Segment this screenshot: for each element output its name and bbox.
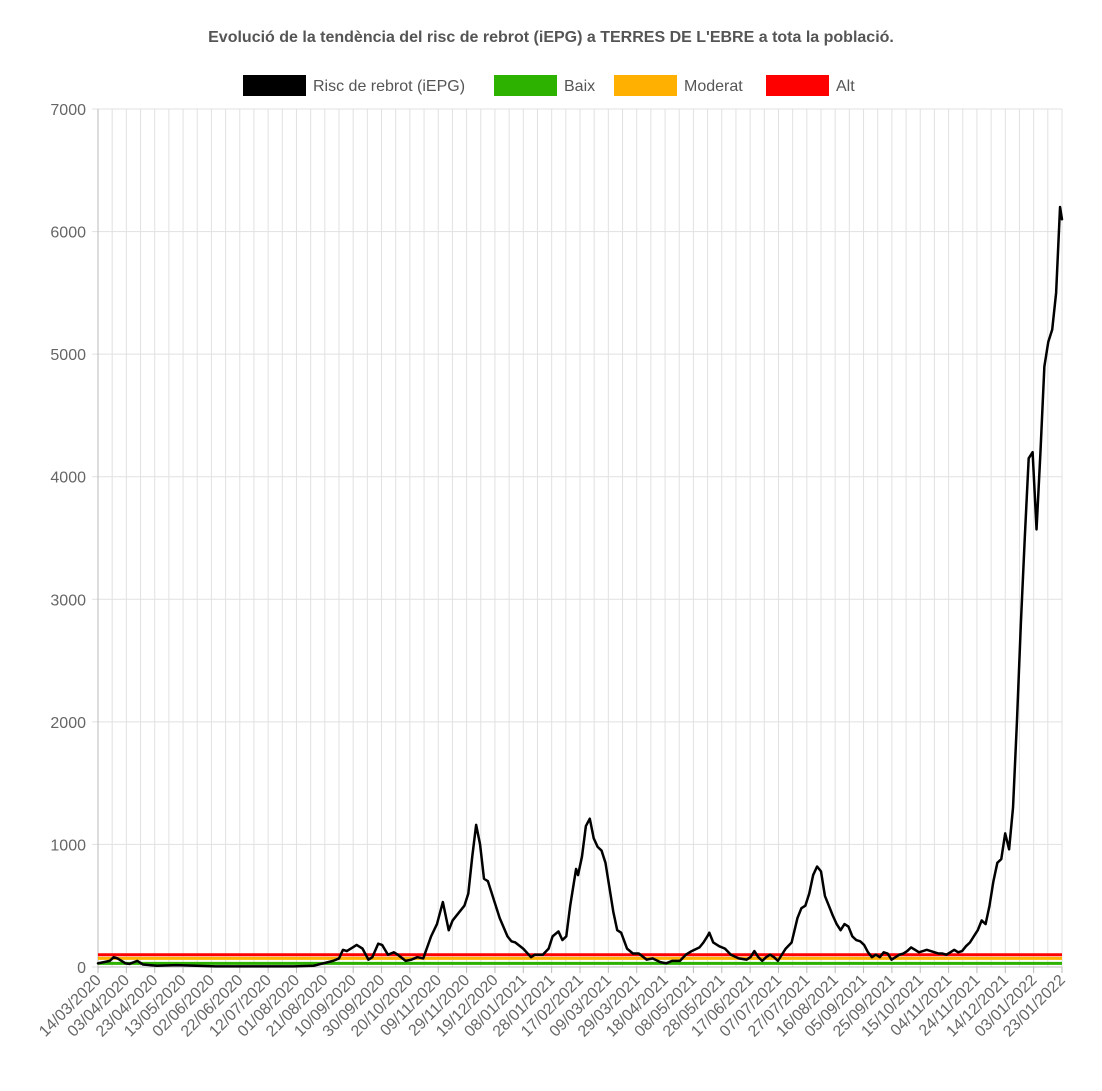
series-line-iepg bbox=[96, 205, 1064, 968]
legend: Risc de rebrot (iEPG) Baix Moderat Alt bbox=[243, 75, 855, 96]
legend-swatch-moderat bbox=[614, 75, 677, 96]
legend-swatch-alt bbox=[766, 75, 829, 96]
y-tick-label: 3000 bbox=[50, 592, 86, 609]
series-group bbox=[96, 205, 1064, 968]
y-tick-label: 0 bbox=[77, 960, 86, 977]
y-tick-label: 5000 bbox=[50, 347, 86, 364]
y-tick-label: 7000 bbox=[50, 102, 86, 119]
legend-swatch-iepg bbox=[243, 75, 306, 96]
chart-title: Evolució de la tendència del risc de reb… bbox=[208, 29, 894, 46]
legend-label-baix: Baix bbox=[564, 78, 595, 95]
x-gridlines bbox=[97, 109, 1063, 967]
legend-label-iepg: Risc de rebrot (iEPG) bbox=[313, 78, 465, 95]
threshold-lines bbox=[98, 953, 1062, 965]
y-tick-label: 1000 bbox=[50, 837, 86, 854]
y-tick-label: 6000 bbox=[50, 225, 86, 242]
legend-label-moderat: Moderat bbox=[684, 78, 743, 95]
x-axis: 14/03/202003/04/202023/04/202013/05/2020… bbox=[36, 966, 1069, 1040]
y-tick-label: 4000 bbox=[50, 470, 86, 487]
y-tick-label: 2000 bbox=[50, 715, 86, 732]
legend-label-alt: Alt bbox=[836, 78, 855, 95]
legend-swatch-baix bbox=[494, 75, 557, 96]
y-gridlines bbox=[92, 108, 1062, 968]
y-axis: 0 1000 2000 3000 4000 5000 6000 7000 bbox=[50, 102, 99, 977]
